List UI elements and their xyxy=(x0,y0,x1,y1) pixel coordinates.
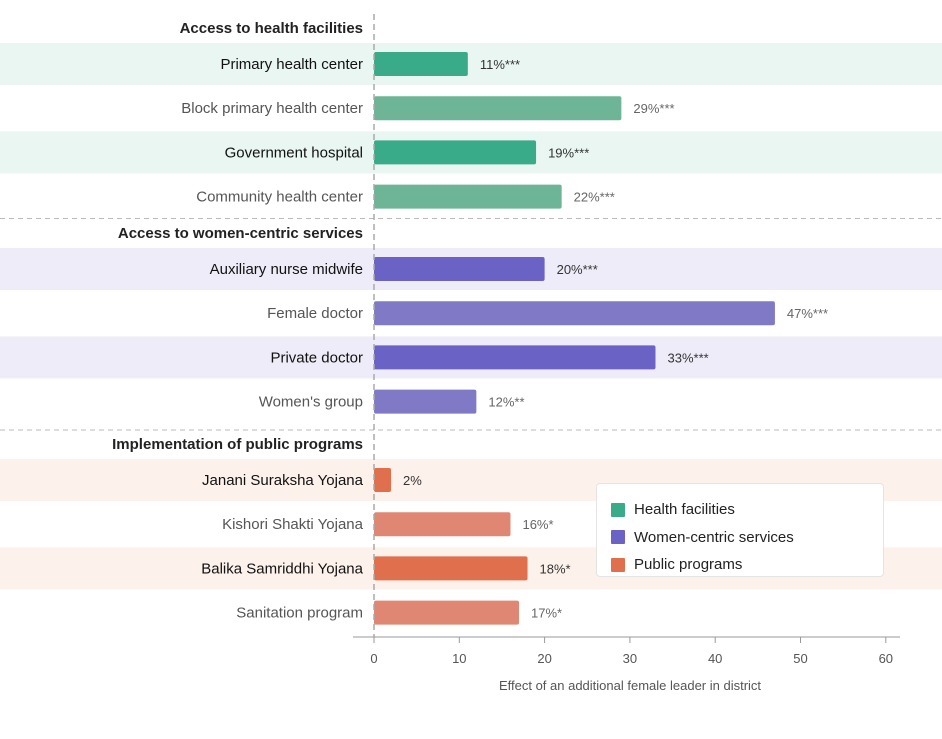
bar xyxy=(374,389,477,414)
value-label: 33%*** xyxy=(667,350,708,365)
x-tick-label: 40 xyxy=(708,651,722,666)
category-label: Auxiliary nurse midwife xyxy=(210,261,363,278)
value-label: 11%*** xyxy=(480,57,520,72)
legend-item: Health facilities xyxy=(611,496,869,524)
category-label: Block primary health center xyxy=(181,100,363,117)
bar xyxy=(374,96,622,121)
bar xyxy=(374,512,511,537)
legend-label: Public programs xyxy=(634,556,743,574)
category-label: Primary health center xyxy=(220,56,363,73)
legend: Health facilities Women-centric services P… xyxy=(596,483,884,577)
category-label: Female doctor xyxy=(267,305,363,322)
bar xyxy=(374,345,656,370)
value-label: 17%* xyxy=(531,606,562,621)
value-label: 22%*** xyxy=(574,190,615,205)
category-label: Sanitation program xyxy=(236,605,363,622)
legend-swatch xyxy=(611,530,625,545)
value-label: 29%*** xyxy=(633,101,674,116)
category-label: Private doctor xyxy=(270,349,363,366)
x-tick-label: 30 xyxy=(623,651,637,666)
category-label: Balika Samriddhi Yojana xyxy=(201,560,363,577)
x-tick-label: 0 xyxy=(370,651,377,666)
value-label: 18%* xyxy=(540,561,571,576)
bar xyxy=(374,301,775,326)
row-band xyxy=(0,43,942,85)
legend-label: Health facilities xyxy=(634,501,735,519)
x-tick-label: 60 xyxy=(879,651,893,666)
x-tick-label: 10 xyxy=(452,651,466,666)
group-title: Access to women-centric services xyxy=(118,225,363,242)
legend-item: Public programs xyxy=(611,551,869,579)
category-label: Women's group xyxy=(259,394,363,411)
legend-swatch xyxy=(611,557,625,572)
category-label: Government hospital xyxy=(225,144,363,161)
value-label: 20%*** xyxy=(557,262,598,277)
bar xyxy=(374,556,528,581)
x-tick-label: 50 xyxy=(793,651,807,666)
x-tick-label: 20 xyxy=(537,651,551,666)
category-label: Kishori Shakti Yojana xyxy=(222,516,364,533)
category-label: Community health center xyxy=(196,189,363,206)
value-label: 47%*** xyxy=(787,306,828,321)
value-label: 19%*** xyxy=(548,145,589,160)
bar xyxy=(374,468,392,492)
group-title: Implementation of public programs xyxy=(112,436,363,453)
x-axis-title: Effect of an additional female leader in… xyxy=(499,678,761,693)
bar xyxy=(374,600,520,625)
legend-swatch xyxy=(611,502,625,517)
category-label: Janani Suraksha Yojana xyxy=(202,472,364,489)
bar xyxy=(374,140,537,165)
bar xyxy=(374,52,468,76)
legend-label: Women-centric services xyxy=(634,528,794,546)
legend-item: Women-centric services xyxy=(611,524,869,552)
bar xyxy=(374,184,562,209)
value-label: 2% xyxy=(403,473,422,488)
group-title: Access to health facilities xyxy=(180,20,363,37)
value-label: 12%** xyxy=(488,395,524,410)
bar xyxy=(374,257,545,281)
value-label: 16%* xyxy=(522,517,553,532)
